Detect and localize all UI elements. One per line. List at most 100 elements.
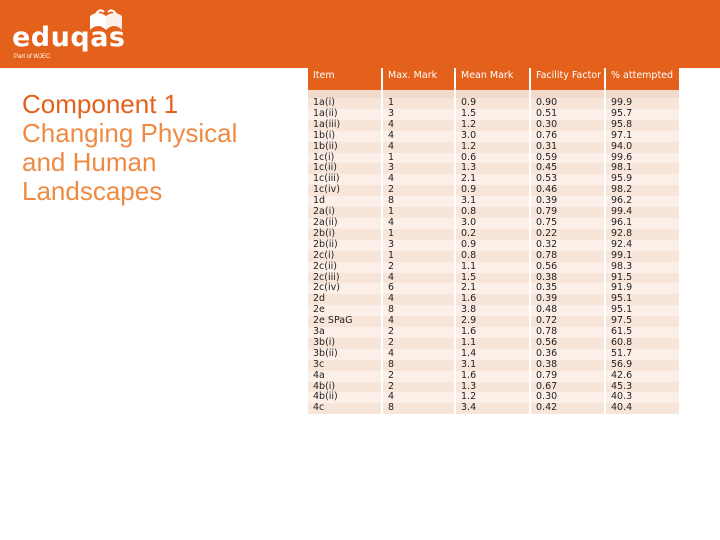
table-row: 1b(i) 4 3.0 0.76 97.1 xyxy=(308,130,681,142)
cell-max-mark: 4 xyxy=(382,119,456,131)
cell-item: 3b(ii) xyxy=(308,348,383,360)
table-row: 4b(ii) 4 1.2 0.30 40.3 xyxy=(308,392,681,404)
cell-facility-factor: 0.51 xyxy=(530,108,606,120)
cell-facility-factor: 0.38 xyxy=(530,272,606,284)
cell-facility-factor: 0.38 xyxy=(530,359,606,371)
cell-mean-mark: 1.6 xyxy=(455,370,531,382)
table-header-row: Item Max. Mark Mean Mark Facility Factor… xyxy=(308,68,681,90)
header-mean-mark: Mean Mark xyxy=(455,68,531,90)
cell-max-mark: 4 xyxy=(382,173,456,186)
table-row: 2a(ii) 4 3.0 0.75 96.1 xyxy=(308,217,681,229)
cell-item: 1a(ii) xyxy=(308,108,383,120)
title-line-3: and Human xyxy=(22,147,157,177)
cell-percent-attempted: 95.9 xyxy=(605,173,681,186)
cell-percent-attempted: 45.3 xyxy=(605,381,681,393)
cell-facility-factor: 0.31 xyxy=(530,141,606,153)
cell-percent-attempted: 91.9 xyxy=(605,283,681,295)
cell-item: 3b(i) xyxy=(308,337,383,349)
cell-facility-factor: 0.30 xyxy=(530,392,606,404)
cell-mean-mark: 0.8 xyxy=(455,206,531,218)
table-row: 2b(i) 1 0.2 0.22 92.8 xyxy=(308,228,681,240)
brand-name: eduqas xyxy=(12,22,126,53)
cell-percent-attempted: 95.7 xyxy=(605,108,681,120)
table-row: 2c(i) 1 0.8 0.78 99.1 xyxy=(308,250,681,262)
cell-max-mark: 3 xyxy=(382,239,456,251)
cell-item: 1b(i) xyxy=(308,130,383,142)
cell-mean-mark: 1.3 xyxy=(455,381,531,393)
cell-item: 2c(ii) xyxy=(308,261,383,273)
table-row: 2b(ii) 3 0.9 0.32 92.4 xyxy=(308,239,681,251)
cell-mean-mark: 1.6 xyxy=(455,293,531,306)
cell-mean-mark: 0.2 xyxy=(455,228,531,240)
table-row: 2a(i) 1 0.8 0.79 99.4 xyxy=(308,206,681,218)
cell-max-mark: 3 xyxy=(382,108,456,120)
cell-max-mark: 4 xyxy=(382,130,456,142)
cell-facility-factor: 0.35 xyxy=(530,283,606,295)
cell-percent-attempted: 91.5 xyxy=(605,272,681,284)
cell-max-mark: 2 xyxy=(382,381,456,393)
cell-facility-factor: 0.42 xyxy=(530,402,606,415)
cell-percent-attempted: 95.1 xyxy=(605,293,681,306)
table-row: 1a(i) 1 0.9 0.90 99.9 xyxy=(308,97,681,109)
cell-percent-attempted: 61.5 xyxy=(605,326,681,338)
cell-item: 4b(ii) xyxy=(308,392,383,404)
cell-mean-mark: 2.1 xyxy=(455,173,531,186)
cell-mean-mark: 0.6 xyxy=(455,152,531,164)
cell-max-mark: 2 xyxy=(382,326,456,338)
cell-facility-factor: 0.53 xyxy=(530,173,606,186)
cell-item: 2c(iv) xyxy=(308,283,383,295)
cell-facility-factor: 0.78 xyxy=(530,326,606,338)
cell-item: 1a(iii) xyxy=(308,119,383,131)
cell-facility-factor: 0.79 xyxy=(530,206,606,218)
cell-max-mark: 6 xyxy=(382,283,456,295)
cell-item: 3c xyxy=(308,359,383,371)
cell-percent-attempted: 95.8 xyxy=(605,119,681,131)
cell-percent-attempted: 99.1 xyxy=(605,250,681,262)
cell-mean-mark: 3.8 xyxy=(455,304,531,317)
table-row: 4b(i) 2 1.3 0.67 45.3 xyxy=(308,381,681,393)
cell-percent-attempted: 98.1 xyxy=(605,163,681,175)
open-book-icon xyxy=(90,9,122,30)
cell-facility-factor: 0.56 xyxy=(530,261,606,273)
table-row: 3b(i) 2 1.1 0.56 60.8 xyxy=(308,337,681,349)
cell-mean-mark: 1.3 xyxy=(455,163,531,175)
cell-item: 1c(iii) xyxy=(308,173,383,186)
cell-mean-mark: 3.0 xyxy=(455,130,531,142)
cell-item: 2a(i) xyxy=(308,206,383,218)
cell-percent-attempted: 56.9 xyxy=(605,359,681,371)
cell-percent-attempted: 60.8 xyxy=(605,337,681,349)
cell-mean-mark: 0.8 xyxy=(455,250,531,262)
table-row: 1c(iv) 2 0.9 0.46 98.2 xyxy=(308,184,681,197)
table-body: 1a(i) 1 0.9 0.90 99.9 1a(ii) 3 1.5 0.51 95.7 1a(ii… xyxy=(308,97,681,415)
cell-facility-factor: 0.39 xyxy=(530,293,606,306)
cell-mean-mark: 1.2 xyxy=(455,119,531,131)
cell-percent-attempted: 99.4 xyxy=(605,206,681,218)
cell-max-mark: 8 xyxy=(382,359,456,371)
cell-mean-mark: 1.1 xyxy=(455,261,531,273)
cell-facility-factor: 0.36 xyxy=(530,348,606,360)
cell-facility-factor: 0.75 xyxy=(530,217,606,229)
cell-max-mark: 4 xyxy=(382,217,456,229)
cell-item: 4a xyxy=(308,370,383,382)
cell-percent-attempted: 96.2 xyxy=(605,195,681,208)
cell-percent-attempted: 42.6 xyxy=(605,370,681,382)
cell-percent-attempted: 98.2 xyxy=(605,184,681,197)
cell-item: 2e xyxy=(308,304,383,317)
cell-item: 2c(i) xyxy=(308,250,383,262)
table-row: 1b(ii) 4 1.2 0.31 94.0 xyxy=(308,141,681,153)
table-row: 4a 2 1.6 0.79 42.6 xyxy=(308,370,681,382)
cell-facility-factor: 0.90 xyxy=(530,97,606,109)
brand-tagline: Part of WJEC xyxy=(14,54,51,60)
cell-facility-factor: 0.76 xyxy=(530,130,606,142)
cell-max-mark: 1 xyxy=(382,206,456,218)
cell-facility-factor: 0.30 xyxy=(530,119,606,131)
table-spacer-row xyxy=(308,90,681,98)
table-row: 1c(iii) 4 2.1 0.53 95.9 xyxy=(308,173,681,186)
cell-max-mark: 4 xyxy=(382,272,456,284)
cell-item: 4c xyxy=(308,402,383,415)
table-row: 1d 8 3.1 0.39 96.2 xyxy=(308,195,681,208)
table-row: 1c(i) 1 0.6 0.59 99.6 xyxy=(308,152,681,164)
cell-item: 2d xyxy=(308,293,383,306)
cell-percent-attempted: 51.7 xyxy=(605,348,681,360)
eduqas-logo: eduqas Part of WJEC xyxy=(12,8,132,64)
